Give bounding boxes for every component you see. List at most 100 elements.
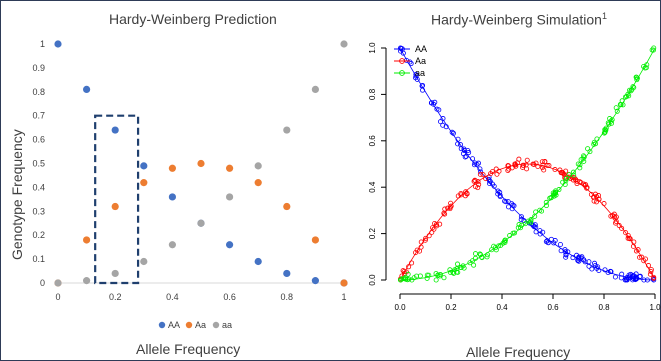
chart1-point-Aa (197, 159, 205, 168)
chart2-point-AA (413, 73, 419, 79)
chart2-x-tick: 0.2 (445, 303, 457, 312)
chart2-point-Aa (472, 178, 478, 184)
chart1-point-Aa (168, 164, 176, 172)
chart2-point-aa (643, 65, 649, 71)
chart2-point-aa (448, 269, 454, 275)
chart2-point-Aa (476, 182, 482, 188)
chart2-point-Aa (577, 179, 583, 185)
chart2-point-aa (577, 165, 583, 171)
chart1-point-aa (168, 241, 176, 249)
chart1-point-AA (311, 277, 319, 285)
chart2-point-AA (570, 255, 576, 261)
chart2-point-AA (436, 107, 442, 113)
chart2-point-aa (644, 62, 650, 68)
chart2-point-aa (447, 267, 453, 273)
chart1-y-tick: 1 (40, 39, 45, 49)
chart2-point-aa (441, 275, 447, 281)
chart2-fit-line-AA (400, 48, 654, 281)
chart2-point-aa (601, 130, 607, 136)
chart2-point-AA (449, 129, 455, 135)
chart2-point-AA (586, 263, 592, 269)
chart2-point-AA (602, 267, 608, 273)
chart2-title-sup: 1 (601, 11, 607, 21)
chart2-point-AA (518, 217, 524, 223)
chart2-point-AA (466, 150, 472, 156)
chart1-y-tick: 0.2 (32, 230, 45, 240)
chart2-point-Aa (627, 236, 633, 242)
chart2-point-AA (475, 160, 481, 166)
chart2-point-AA (474, 162, 480, 168)
chart2-point-AA (644, 277, 650, 283)
chart2-point-AA (461, 148, 467, 154)
chart2-point-aa (585, 146, 591, 152)
chart2-point-AA (511, 203, 517, 209)
chart2-point-Aa (489, 169, 495, 175)
chart2-point-Aa (626, 235, 632, 241)
chart2-y-tick: 0.0 (368, 274, 377, 286)
chart1-point-AA (168, 193, 176, 201)
chart2-point-aa (515, 225, 521, 231)
chart2-point-aa (587, 149, 593, 155)
chart2-point-aa (614, 108, 620, 114)
chart2-point-Aa (442, 211, 448, 217)
chart2-point-aa (608, 118, 614, 124)
chart2-point-AA (463, 153, 469, 159)
chart2-point-Aa (496, 168, 502, 174)
chart2-point-Aa (475, 185, 481, 191)
chart2-point-AA (455, 141, 461, 147)
chart2-point-Aa (409, 260, 415, 266)
chart2-point-Aa (437, 221, 443, 227)
chart2-point-aa (522, 221, 528, 227)
chart1-x-tick: 0.6 (223, 292, 236, 302)
chart2-point-Aa (516, 156, 522, 162)
chart2-point-aa (608, 120, 614, 126)
chart2-point-AA (450, 130, 456, 136)
chart1-title: Hardy-Weinberg Prediction (109, 11, 277, 27)
chart2-legend-marker-aa (399, 70, 405, 76)
chart2-y-tick: 0.8 (368, 88, 377, 100)
chart2-point-AA (478, 169, 484, 175)
chart2-point-Aa (546, 163, 552, 169)
chart2-point-Aa (635, 247, 641, 253)
chart2-point-Aa (524, 157, 530, 163)
chart2-point-AA (533, 224, 539, 230)
chart1-xlabel: Allele Frequency (136, 341, 241, 357)
chart1-y-tick: 0.5 (32, 159, 45, 169)
chart2-point-aa (562, 182, 568, 188)
chart2-point-Aa (464, 191, 470, 197)
chart1-legend-label: aa (222, 320, 232, 330)
chart2-point-aa (507, 233, 513, 239)
chart2-point-aa (603, 125, 609, 131)
chart1-point-aa (311, 85, 319, 94)
chart2-point-Aa (623, 230, 629, 236)
chart2-point-Aa (430, 225, 436, 231)
chart2-title-text: Hardy-Weinberg Simulation (431, 11, 602, 28)
chart2-point-Aa (401, 269, 407, 275)
chart1-point-Aa (254, 179, 262, 187)
chart1-point-Aa (226, 164, 234, 172)
chart2-y-tick: 0.2 (368, 227, 377, 239)
chart2-point-aa (496, 243, 502, 249)
chart2-point-Aa (431, 226, 437, 232)
chart2-point-Aa (535, 164, 541, 170)
chart2-point-aa (581, 153, 587, 159)
chart1-legend-marker-aa (212, 321, 220, 329)
chart2-point-aa (493, 247, 499, 253)
chart2-point-Aa (552, 167, 558, 173)
chart1-x-tick: 0.4 (166, 292, 179, 302)
chart1-legend-marker-Aa (185, 321, 193, 329)
chart2-point-Aa (616, 223, 622, 229)
chart1-point-AA (111, 126, 119, 134)
chart2-point-Aa (477, 171, 483, 177)
chart2-point-Aa (541, 167, 547, 173)
chart2-series-aa (398, 45, 657, 283)
chart2-point-aa (628, 88, 634, 94)
chart2-point-Aa (445, 205, 451, 211)
chart2-x-tick: 1.0 (649, 303, 661, 312)
chart2-point-AA (612, 274, 618, 280)
chart1-point-Aa (283, 202, 291, 211)
chart2-point-AA (641, 277, 647, 283)
chart2-x-tick: 0.0 (394, 303, 406, 312)
chart2-point-AA (637, 273, 643, 279)
